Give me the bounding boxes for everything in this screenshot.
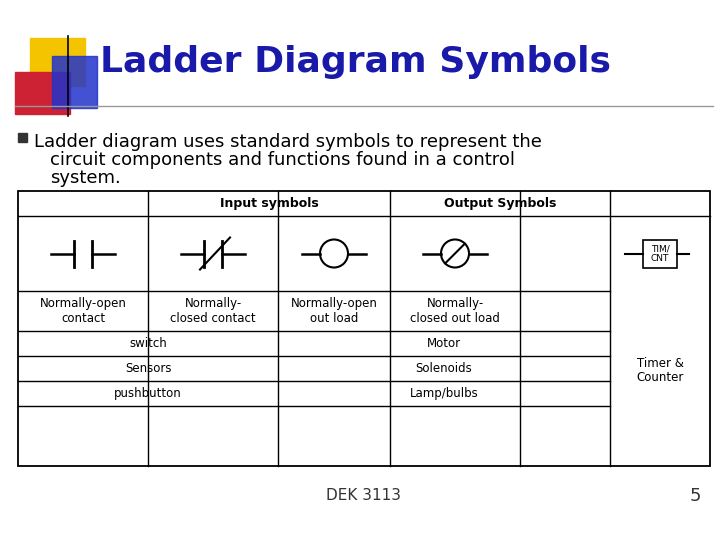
Text: closed contact: closed contact xyxy=(170,312,256,324)
Text: switch: switch xyxy=(129,337,167,350)
Text: circuit components and functions found in a control: circuit components and functions found i… xyxy=(50,151,515,169)
Text: Normally-open: Normally-open xyxy=(39,298,127,311)
Text: contact: contact xyxy=(61,312,105,324)
Bar xyxy=(18,191,710,466)
Bar xyxy=(643,240,677,268)
Text: pushbutton: pushbutton xyxy=(114,387,182,400)
Bar xyxy=(18,133,27,142)
Text: CNT: CNT xyxy=(651,254,669,263)
Text: TIM/: TIM/ xyxy=(651,244,669,253)
Text: Lamp/bulbs: Lamp/bulbs xyxy=(410,387,478,400)
Text: Solenoids: Solenoids xyxy=(416,362,472,375)
Bar xyxy=(52,56,97,108)
Text: Ladder diagram uses standard symbols to represent the: Ladder diagram uses standard symbols to … xyxy=(34,133,542,151)
Text: Ladder Diagram Symbols: Ladder Diagram Symbols xyxy=(100,45,611,79)
Text: Normally-: Normally- xyxy=(427,298,483,311)
Text: closed out load: closed out load xyxy=(410,312,500,324)
Text: out load: out load xyxy=(310,312,358,324)
Text: Motor: Motor xyxy=(427,337,461,350)
Bar xyxy=(15,72,70,114)
Text: Counter: Counter xyxy=(636,371,684,384)
Text: Input symbols: Input symbols xyxy=(220,197,318,210)
Text: Output Symbols: Output Symbols xyxy=(444,197,556,210)
Text: system.: system. xyxy=(50,169,121,187)
Text: Sensors: Sensors xyxy=(124,362,171,375)
Bar xyxy=(30,38,85,86)
Text: Normally-: Normally- xyxy=(184,298,242,311)
Text: Normally-open: Normally-open xyxy=(290,298,377,311)
Text: 5: 5 xyxy=(689,487,701,505)
Text: DEK 3113: DEK 3113 xyxy=(326,489,402,503)
Text: Timer &: Timer & xyxy=(636,357,684,370)
